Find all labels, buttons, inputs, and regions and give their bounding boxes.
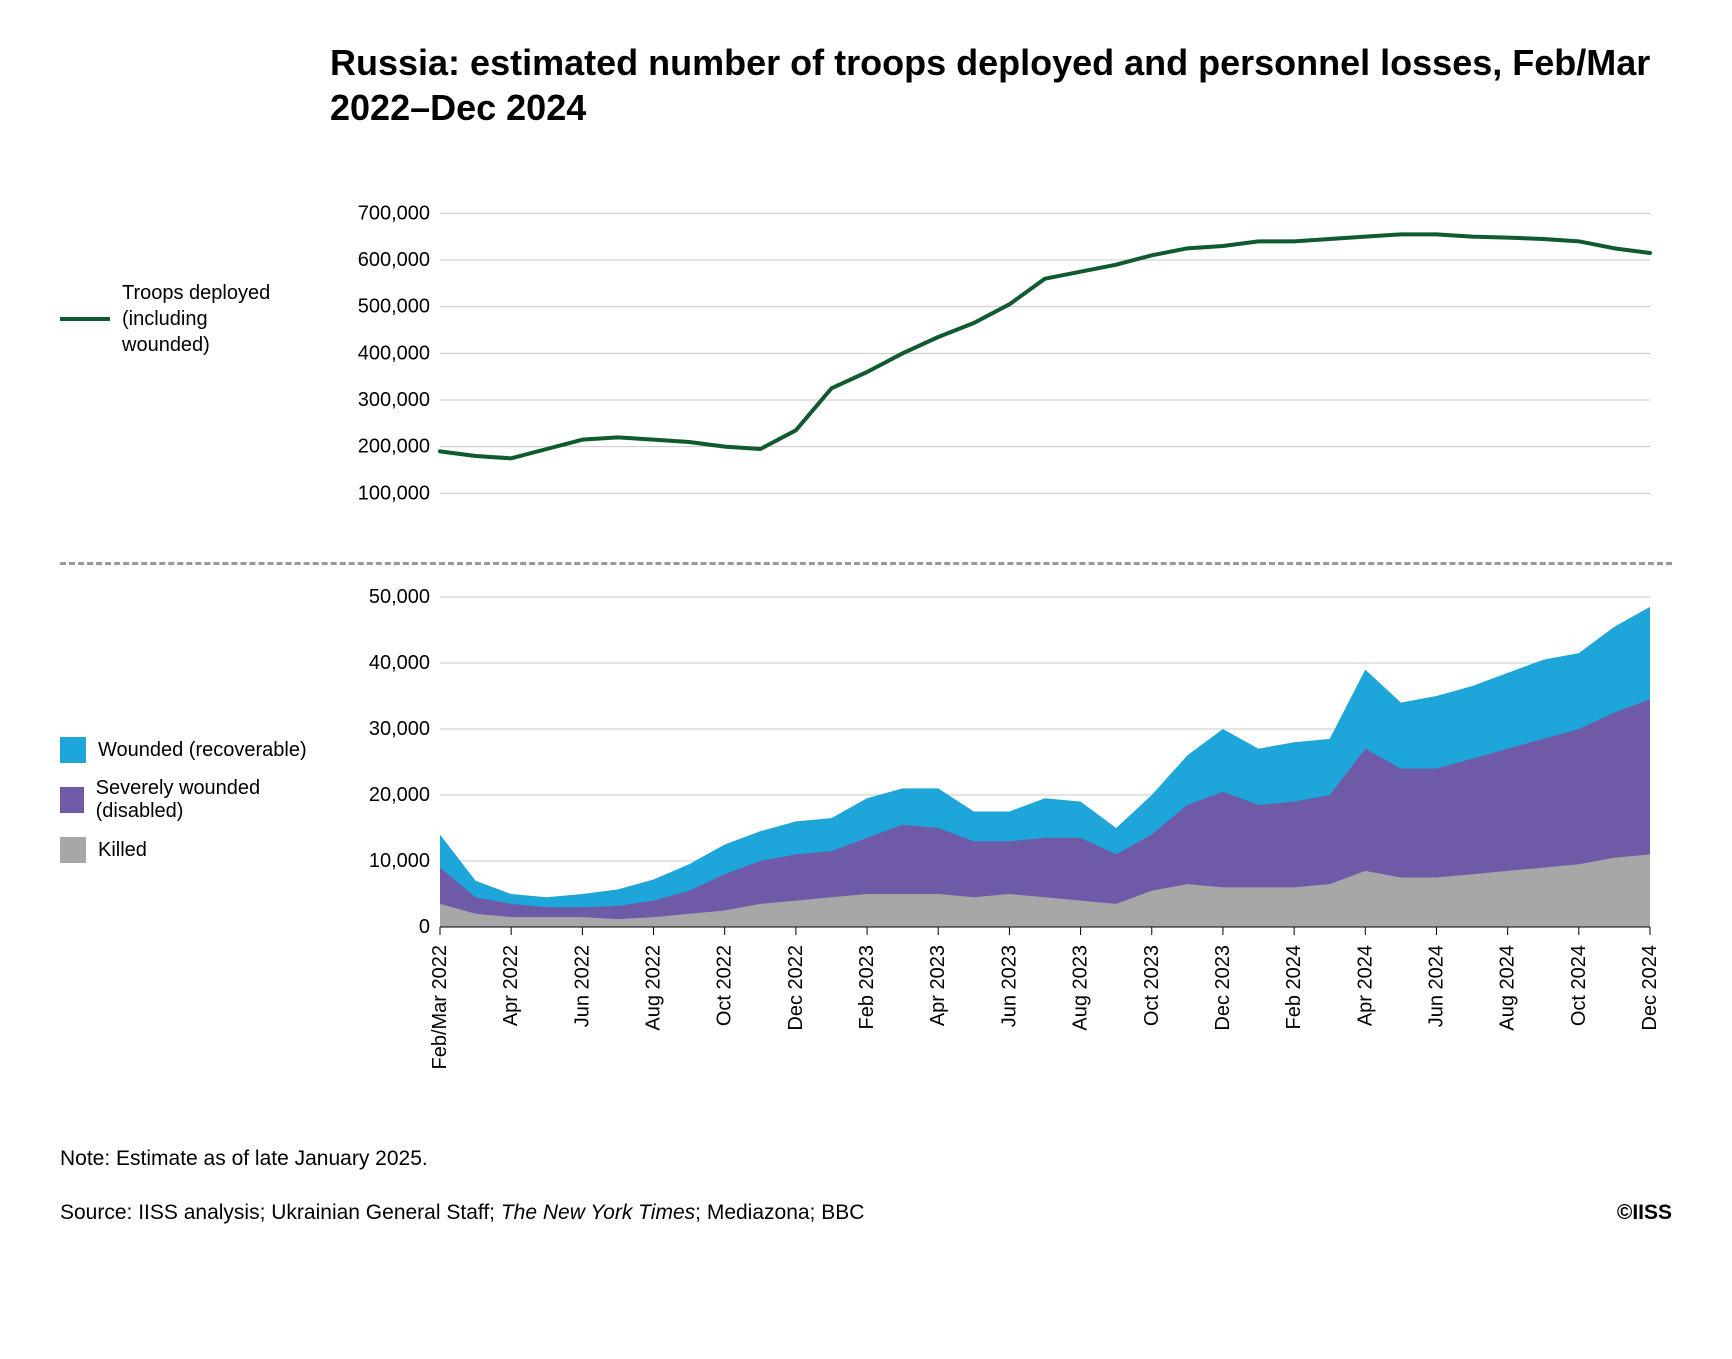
svg-text:Dec 2024: Dec 2024 bbox=[1639, 945, 1661, 1031]
legend-swatch-wounded-sev bbox=[60, 787, 84, 813]
svg-text:Aug 2024: Aug 2024 bbox=[1497, 945, 1519, 1031]
svg-text:Dec 2023: Dec 2023 bbox=[1212, 945, 1234, 1031]
legend-top-col: Troops deployed (including wounded) bbox=[60, 170, 330, 358]
legend-killed-label: Killed bbox=[98, 839, 147, 862]
svg-text:Oct 2022: Oct 2022 bbox=[714, 945, 736, 1026]
top-chart-col: 100,000 200,000 300,000 400,000 500,000 600,0… bbox=[330, 170, 1672, 550]
svg-text:Oct 2024: Oct 2024 bbox=[1568, 945, 1590, 1026]
svg-text:Aug 2023: Aug 2023 bbox=[1070, 945, 1092, 1031]
svg-text:600,000: 600,000 bbox=[358, 249, 430, 271]
svg-text:Jun 2023: Jun 2023 bbox=[998, 945, 1020, 1027]
svg-text:Aug 2022: Aug 2022 bbox=[643, 945, 665, 1031]
source-italic: The New York Times bbox=[501, 1201, 695, 1224]
svg-text:Oct 2023: Oct 2023 bbox=[1141, 945, 1163, 1026]
svg-text:Feb 2023: Feb 2023 bbox=[856, 945, 878, 1030]
panel-divider bbox=[60, 562, 1672, 565]
svg-text:Jun 2022: Jun 2022 bbox=[571, 945, 593, 1027]
copyright: ©IISS bbox=[1617, 1201, 1672, 1225]
svg-text:Feb 2024: Feb 2024 bbox=[1283, 945, 1305, 1030]
legend-troops-line bbox=[60, 317, 110, 321]
source-suffix: ; Mediazona; BBC bbox=[695, 1201, 864, 1224]
svg-text:Apr 2023: Apr 2023 bbox=[927, 945, 949, 1026]
legend-killed: Killed bbox=[60, 837, 330, 863]
svg-text:200,000: 200,000 bbox=[358, 436, 430, 458]
svg-text:700,000: 700,000 bbox=[358, 202, 430, 224]
troops-line-chart: 100,000 200,000 300,000 400,000 500,000 600,0… bbox=[330, 170, 1670, 550]
legend-troops: Troops deployed (including wounded) bbox=[60, 280, 330, 358]
svg-text:50,000: 50,000 bbox=[369, 586, 430, 608]
svg-text:20,000: 20,000 bbox=[369, 784, 430, 806]
svg-text:100,000: 100,000 bbox=[358, 482, 430, 504]
legend-losses: Wounded (recoverable) Severely wounded (… bbox=[60, 737, 330, 863]
chart-title: Russia: estimated number of troops deplo… bbox=[330, 40, 1672, 130]
legend-bottom-col: Wounded (recoverable) Severely wounded (… bbox=[60, 577, 330, 877]
legend-troops-label: Troops deployed (including wounded) bbox=[122, 280, 292, 358]
svg-text:10,000: 10,000 bbox=[369, 850, 430, 872]
svg-text:Jun 2024: Jun 2024 bbox=[1425, 945, 1447, 1027]
chart-container: Russia: estimated number of troops deplo… bbox=[0, 0, 1732, 1265]
bottom-chart-col: 0 10,000 20,000 30,000 40,000 50,000 Feb/Mar 2… bbox=[330, 577, 1672, 1097]
svg-text:300,000: 300,000 bbox=[358, 389, 430, 411]
svg-text:Feb/Mar 2022: Feb/Mar 2022 bbox=[429, 945, 451, 1070]
svg-text:Apr 2024: Apr 2024 bbox=[1354, 945, 1376, 1026]
source-prefix: Source: IISS analysis; Ukrainian General… bbox=[60, 1201, 501, 1224]
bottom-panel-row: Wounded (recoverable) Severely wounded (… bbox=[60, 577, 1672, 1097]
legend-wounded-rec: Wounded (recoverable) bbox=[60, 737, 330, 763]
legend-wounded-rec-label: Wounded (recoverable) bbox=[98, 739, 307, 762]
losses-area-chart: 0 10,000 20,000 30,000 40,000 50,000 Feb/Mar 2… bbox=[330, 577, 1670, 1097]
source-text: Source: IISS analysis; Ukrainian General… bbox=[60, 1201, 864, 1225]
footnote: Note: Estimate as of late January 2025. bbox=[60, 1147, 1672, 1171]
legend-wounded-sev-label: Severely wounded (disabled) bbox=[96, 777, 330, 823]
legend-swatch-wounded-rec bbox=[60, 737, 86, 763]
legend-wounded-sev: Severely wounded (disabled) bbox=[60, 777, 330, 823]
svg-text:Dec 2022: Dec 2022 bbox=[785, 945, 807, 1031]
svg-text:400,000: 400,000 bbox=[358, 342, 430, 364]
legend-swatch-killed bbox=[60, 837, 86, 863]
svg-text:40,000: 40,000 bbox=[369, 652, 430, 674]
svg-text:500,000: 500,000 bbox=[358, 296, 430, 318]
svg-text:Apr 2022: Apr 2022 bbox=[500, 945, 522, 1026]
source-row: Source: IISS analysis; Ukrainian General… bbox=[60, 1201, 1672, 1225]
svg-text:0: 0 bbox=[419, 916, 430, 938]
svg-text:30,000: 30,000 bbox=[369, 718, 430, 740]
top-panel-row: Troops deployed (including wounded) 100,… bbox=[60, 170, 1672, 550]
